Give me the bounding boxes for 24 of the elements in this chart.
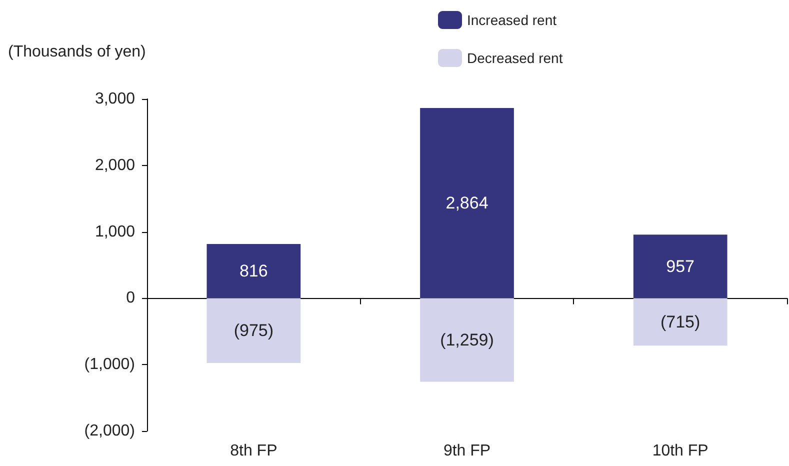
y-tick-label: 0 [126,290,136,307]
data-label: (1,259) [440,330,494,350]
legend-label: Increased rent [467,12,557,28]
data-label: (975) [234,321,274,340]
y-tick-label: 2,000 [94,156,136,174]
bar [633,234,728,298]
x-tick-label: 10th FP [652,442,708,460]
bar [420,298,514,382]
data-label: 957 [666,256,695,276]
data-label: 816 [239,262,268,281]
y-axis-title: (Thousands of yen) [8,44,146,60]
data-label: (715) [660,312,700,332]
bar [206,298,301,363]
data-label: 2,864 [446,194,488,213]
bar [420,108,514,298]
bar [206,244,301,298]
bar [633,298,728,346]
x-tick-label: 9th FP [443,442,491,460]
y-tick-label: 3,000 [94,90,136,108]
legend-label: Decreased rent [467,50,563,66]
y-tick-label: (1,000) [84,356,135,374]
x-tick-label: 8th FP [230,442,278,460]
y-tick-label: (2,000) [84,422,135,440]
y-tick-label: 1,000 [94,223,136,240]
